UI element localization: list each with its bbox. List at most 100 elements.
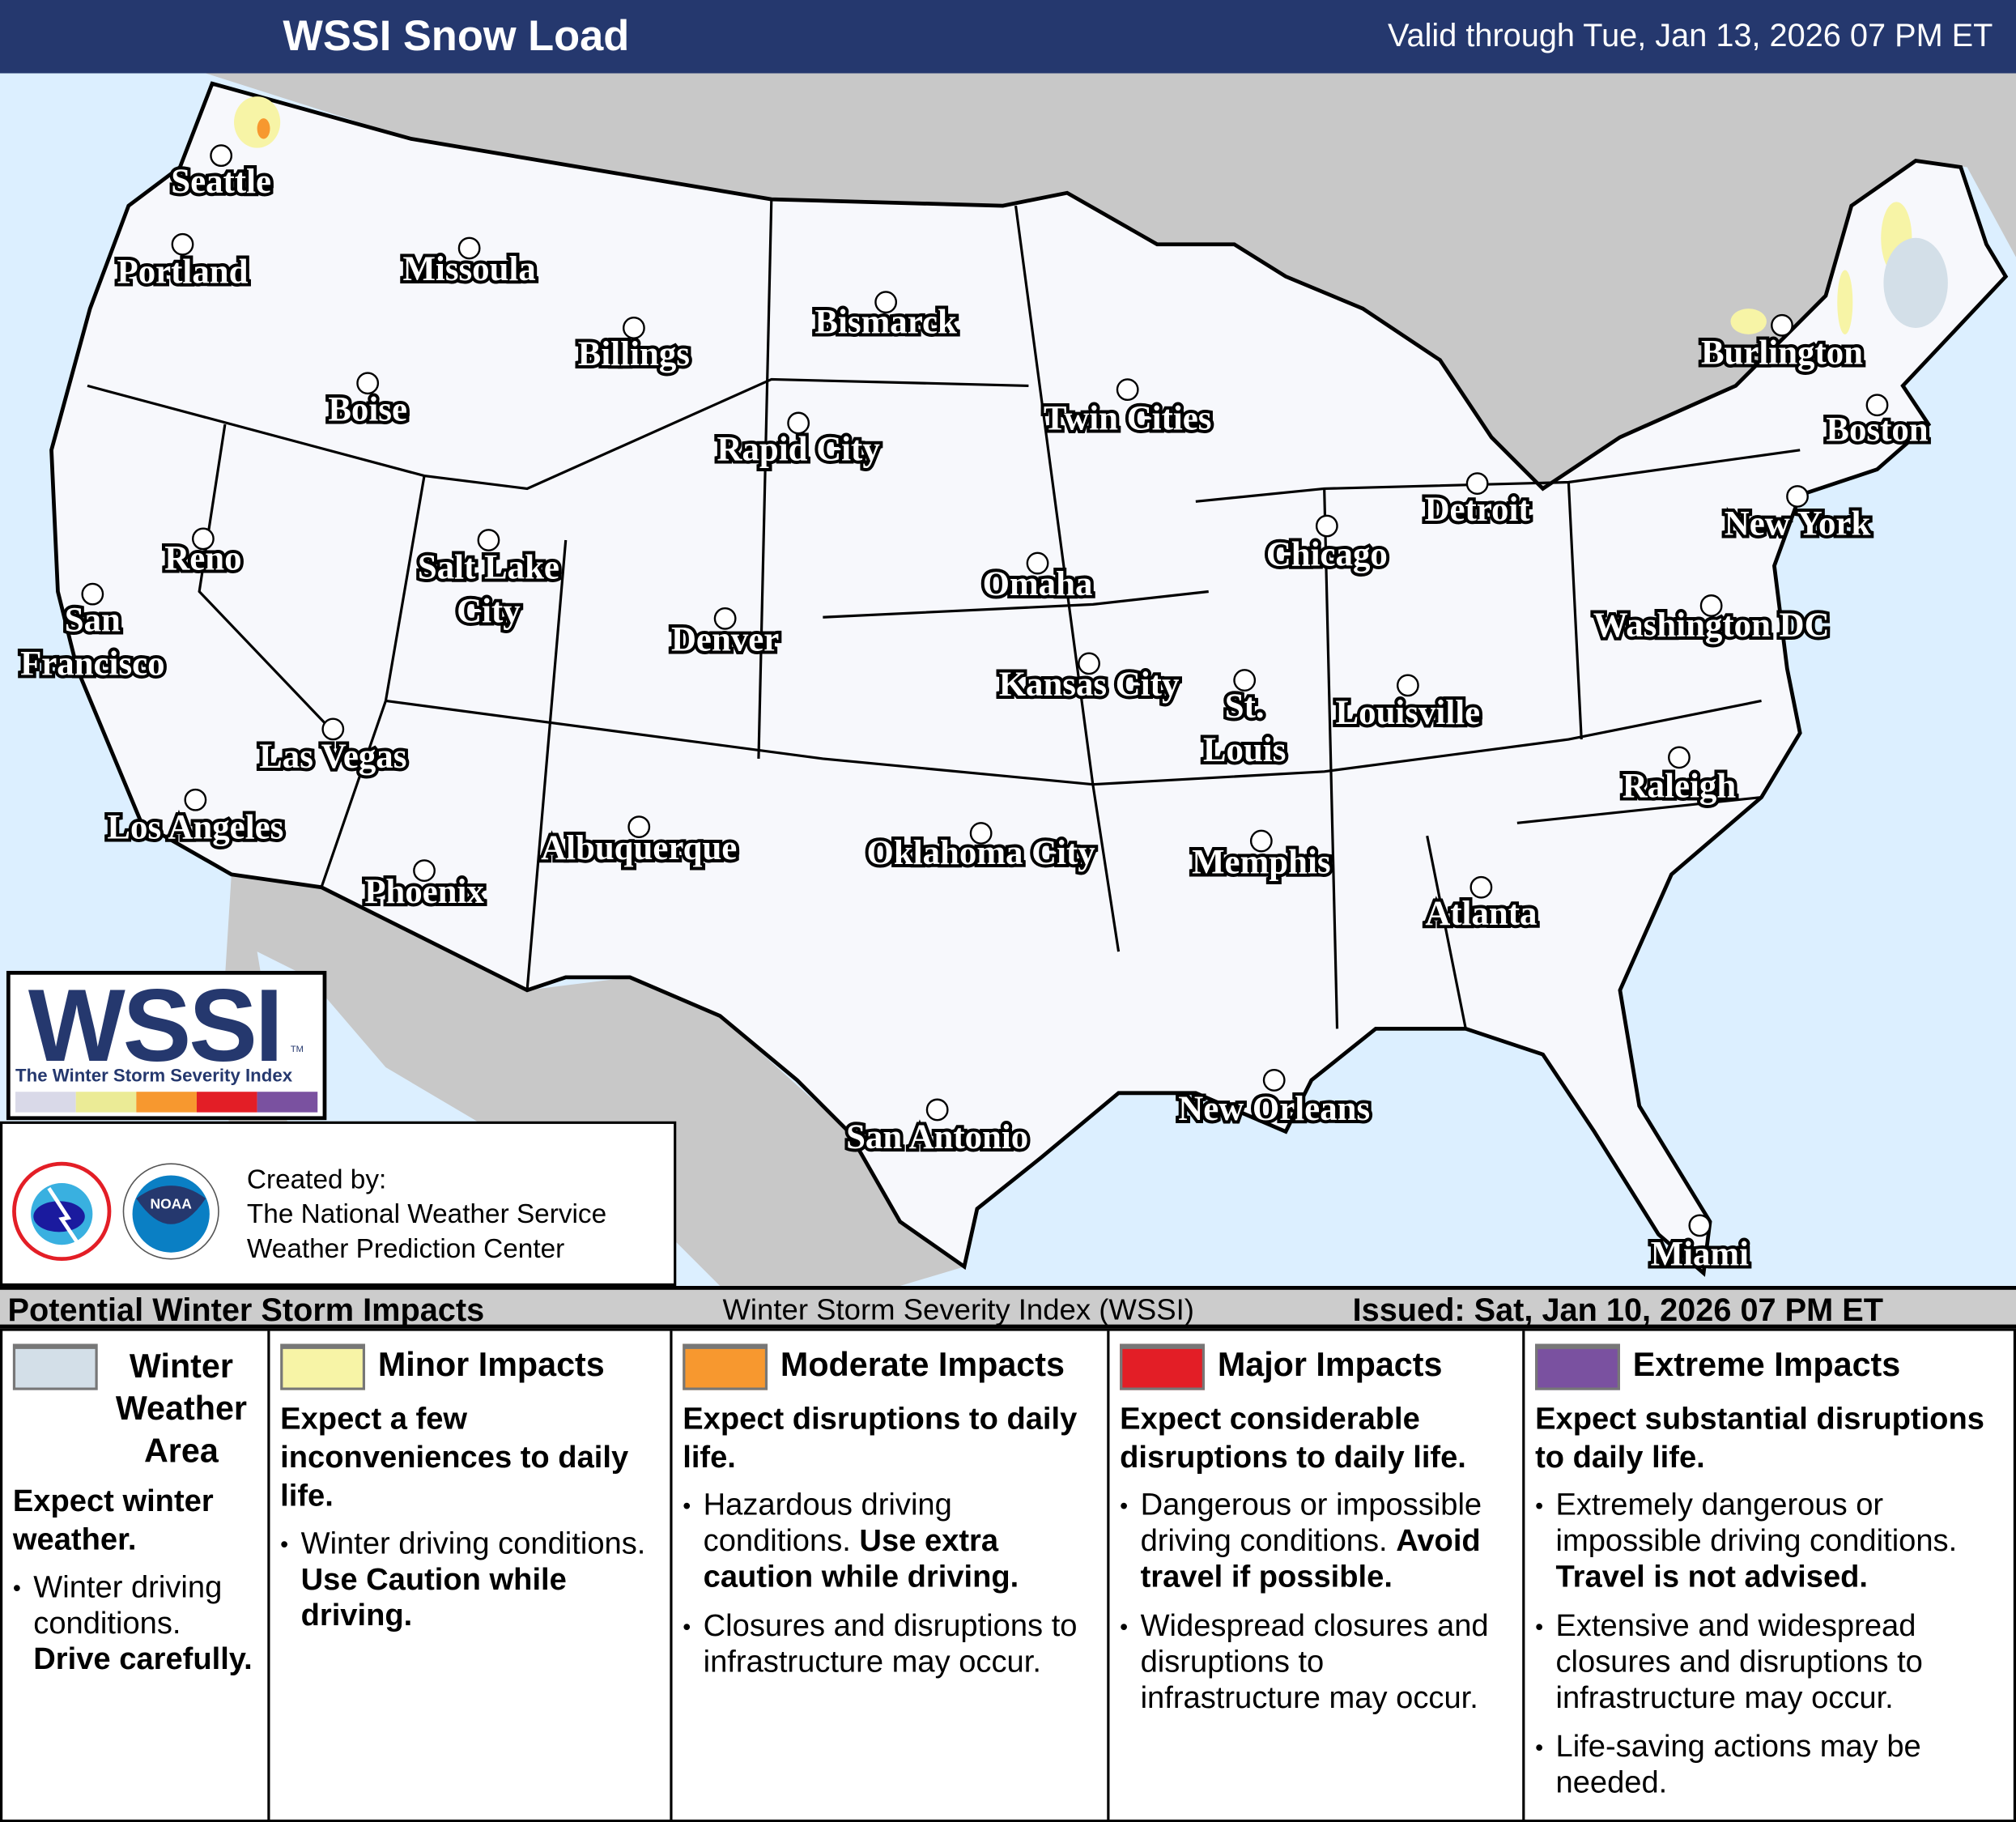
city-label: Los Angeles xyxy=(107,808,283,846)
city-label: Oklahoma City xyxy=(867,834,1096,872)
city-los-angeles: Los Angeles xyxy=(104,788,287,849)
city-marker-icon xyxy=(627,815,651,838)
city-label: Missoula xyxy=(402,250,535,288)
bullet-emphasis: Travel is not advised. xyxy=(1555,1560,1869,1595)
legend-bullet: Dangerous or impossible driving conditio… xyxy=(1120,1488,1512,1595)
city-new-york: New York xyxy=(1721,485,1874,547)
minor-impact-areas xyxy=(234,96,1912,334)
map-title: WSSI Snow Load xyxy=(283,11,630,60)
city-marker-icon xyxy=(81,582,104,606)
city-marker-icon xyxy=(622,317,645,339)
legend-swatch xyxy=(12,1343,98,1390)
city-kansas-city: Kansas City xyxy=(996,652,1183,707)
city-marker-icon xyxy=(1262,1069,1286,1092)
city-marker-icon xyxy=(1469,875,1493,899)
city-marker-icon xyxy=(787,411,810,435)
city-marker-icon xyxy=(1249,829,1273,853)
legend-bullet: Widespread closures and disruptions to i… xyxy=(1120,1609,1512,1717)
legend-bullet: Extremely dangerous or impossible drivin… xyxy=(1535,1488,2008,1595)
city-label: Boise xyxy=(328,390,407,428)
legend-bullet: Extensive and widespread closures and di… xyxy=(1535,1609,2008,1717)
city-phoenix: Phoenix xyxy=(361,859,487,914)
city-label: Rapid City xyxy=(717,431,881,469)
city-marker-icon xyxy=(1771,313,1793,337)
bullet-text: Hazardous driving conditions. xyxy=(703,1488,952,1559)
legend-label: Extreme Impacts xyxy=(1632,1345,1901,1384)
bullet-emphasis: Use Caution while driving. xyxy=(300,1562,567,1633)
color-winter xyxy=(15,1092,76,1113)
city-marker-icon xyxy=(969,822,993,845)
wssi-color-bar xyxy=(15,1092,318,1113)
impact-legend: Winter Weather Area Expect winter weather… xyxy=(0,1328,2016,1822)
bullet-text: Life-saving actions may be needed. xyxy=(1555,1729,1921,1801)
city-denver: Denver xyxy=(668,607,782,662)
city-bismarck: Bismarck xyxy=(811,291,960,344)
city-chicago: Chicago xyxy=(1263,514,1391,577)
city-marker-icon xyxy=(1116,378,1139,402)
legend-swatch xyxy=(1120,1343,1205,1390)
city-omaha: Omaha xyxy=(980,551,1095,607)
city-salt-lake-city: Salt Lake City xyxy=(415,529,563,634)
bullet-text: Extremely dangerous or impossible drivin… xyxy=(1555,1488,1958,1559)
us-map: Seattle Portland Missoula Bismarck Billings B… xyxy=(0,73,2016,1287)
city-rapid-city: Rapid City xyxy=(714,411,883,471)
city-new-orleans: New Orleans xyxy=(1175,1069,1373,1131)
credit-box: NOAA Created by: The National Weather Se… xyxy=(0,1121,677,1287)
legend-bullet: Life-saving actions may be needed. xyxy=(1535,1729,2008,1802)
legend-bullet: Closures and disruptions to infrastructu… xyxy=(683,1609,1096,1681)
city-marker-icon xyxy=(356,372,380,395)
legend-bullets: Winter driving conditions. Use Caution w… xyxy=(280,1526,659,1634)
city-label: Memphis xyxy=(1192,843,1330,881)
bullet-emphasis: Use extra caution while driving. xyxy=(703,1523,1019,1595)
city-marker-icon xyxy=(1699,594,1723,617)
trademark: TM xyxy=(290,1045,304,1055)
us-land xyxy=(49,81,2009,1277)
wssi-logo-subtitle: The Winter Storm Severity Index xyxy=(15,1064,293,1086)
legend-major-impacts: Major Impacts Expect considerable disrupt… xyxy=(1109,1330,1525,1820)
city-label: Detroit xyxy=(1425,491,1531,529)
legend-swatch xyxy=(683,1343,768,1390)
city-label: Atlanta xyxy=(1425,895,1537,933)
city-label: Washington DC xyxy=(1593,607,1830,645)
winter-weather-areas xyxy=(1883,237,1948,328)
legend-minor-impacts: Minor Impacts Expect a few inconveniences… xyxy=(270,1330,673,1820)
legend-winter-weather-area: Winter Weather Area Expect winter weather… xyxy=(2,1330,270,1820)
city-seattle: Seattle xyxy=(168,144,274,204)
city-labels: Seattle Portland Missoula Bismarck Billings B… xyxy=(17,144,1932,1277)
city-label: Phoenix xyxy=(364,873,484,911)
city-marker-icon xyxy=(1865,394,1889,417)
bullet-text: Winter driving conditions. xyxy=(33,1569,223,1641)
city-label: Portland xyxy=(117,253,249,291)
credit-line2: The National Weather Service xyxy=(246,1199,607,1230)
moderate-impact-areas xyxy=(257,118,270,139)
legend-moderate-impacts: Moderate Impacts Expect disruptions to da… xyxy=(673,1330,1110,1820)
city-label: Bismarck xyxy=(814,303,957,341)
city-marker-icon xyxy=(1026,551,1049,575)
city-label: New York xyxy=(1725,505,1871,543)
city-marker-icon xyxy=(1688,1214,1712,1237)
city-label: Denver xyxy=(671,621,779,659)
city-label: Seattle xyxy=(171,163,271,201)
city-label: Miami xyxy=(1651,1236,1749,1274)
city-portland: Portland xyxy=(114,232,252,294)
city-twin-cities: Twin Cities xyxy=(1040,378,1214,441)
wssi-logo: WSSI TM The Winter Storm Severity Index xyxy=(6,968,327,1121)
legend-extreme-impacts: Extreme Impacts Expect substantial disrup… xyxy=(1525,1331,2016,1820)
legend-heading: Expect winter weather. xyxy=(12,1484,214,1558)
city-marker-icon xyxy=(1315,514,1338,538)
city-albuquerque: Albuquerque xyxy=(538,815,740,871)
color-minor xyxy=(75,1092,137,1113)
city-oklahoma-city: Oklahoma City xyxy=(864,822,1099,875)
city-detroit: Detroit xyxy=(1422,472,1533,532)
canada-land xyxy=(206,73,2016,489)
agency-logos: NOAA xyxy=(12,1161,219,1262)
legend-bullet: Hazardous driving conditions. Use extra … xyxy=(683,1488,1096,1595)
city-boise: Boise xyxy=(325,372,410,432)
noaa-logo-icon: NOAA xyxy=(122,1163,219,1260)
info-strip: Potential Winter Storm Impacts Winter St… xyxy=(0,1286,2016,1329)
city-marker-icon xyxy=(413,859,436,882)
noaa-logo-text: NOAA xyxy=(151,1196,193,1212)
legend-bullets: Winter driving conditions. Drive careful… xyxy=(13,1570,257,1678)
city-marker-icon xyxy=(171,232,194,256)
